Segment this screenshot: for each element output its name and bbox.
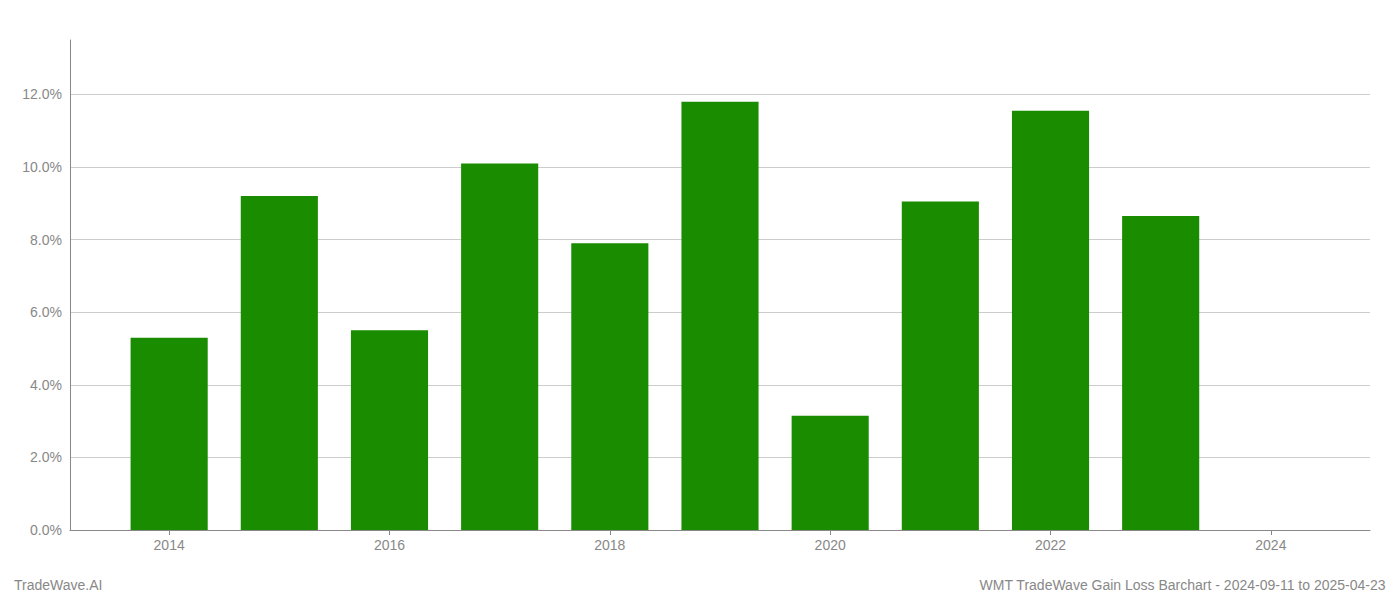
svg-text:10.0%: 10.0%: [22, 159, 62, 175]
svg-text:TradeWave.AI: TradeWave.AI: [14, 577, 102, 593]
svg-text:2.0%: 2.0%: [30, 449, 62, 465]
svg-text:2020: 2020: [815, 537, 846, 553]
svg-text:2022: 2022: [1035, 537, 1066, 553]
svg-text:2016: 2016: [374, 537, 405, 553]
svg-text:6.0%: 6.0%: [30, 304, 62, 320]
svg-text:4.0%: 4.0%: [30, 377, 62, 393]
svg-text:12.0%: 12.0%: [22, 86, 62, 102]
svg-text:2014: 2014: [154, 537, 185, 553]
svg-text:WMT TradeWave Gain Loss Barcha: WMT TradeWave Gain Loss Barchart - 2024-…: [980, 577, 1386, 593]
svg-text:0.0%: 0.0%: [30, 522, 62, 538]
svg-text:8.0%: 8.0%: [30, 232, 62, 248]
svg-text:2024: 2024: [1255, 537, 1286, 553]
svg-text:2018: 2018: [594, 537, 625, 553]
